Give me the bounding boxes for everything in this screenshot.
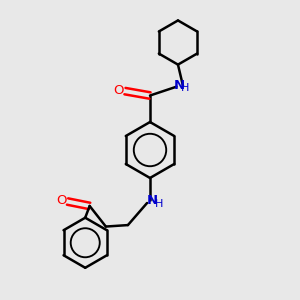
Text: N: N (173, 79, 184, 92)
Text: N: N (147, 194, 158, 207)
Text: O: O (113, 84, 124, 97)
Text: H: H (154, 199, 163, 208)
Text: O: O (56, 194, 66, 207)
Text: H: H (181, 83, 190, 93)
